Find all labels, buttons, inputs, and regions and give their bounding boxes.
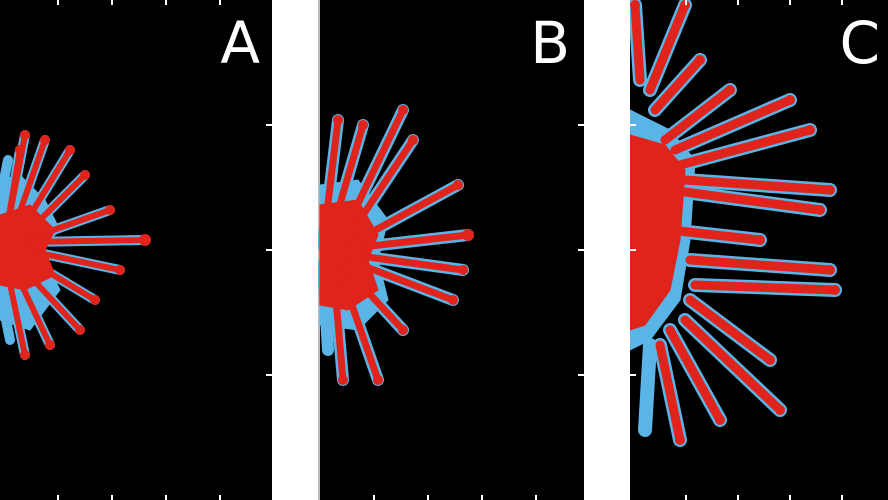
panel-a-core	[0, 130, 151, 360]
panel-b-image	[318, 0, 584, 500]
panel-c-ticks	[630, 0, 843, 500]
panel-c-label: C	[839, 9, 881, 77]
panel-a: A	[0, 0, 272, 500]
panel-b-label: B	[530, 9, 570, 77]
panel-a-ticks	[57, 0, 272, 500]
panel-c: C	[630, 0, 888, 500]
panel-c-core	[630, 0, 840, 445]
panel-a-image	[0, 0, 272, 500]
panel-a-label: A	[220, 9, 260, 77]
panel-c-image	[630, 0, 888, 500]
panel-b: B	[318, 0, 584, 500]
panel-b-ticks	[373, 124, 584, 500]
panel-b-core	[319, 105, 474, 385]
